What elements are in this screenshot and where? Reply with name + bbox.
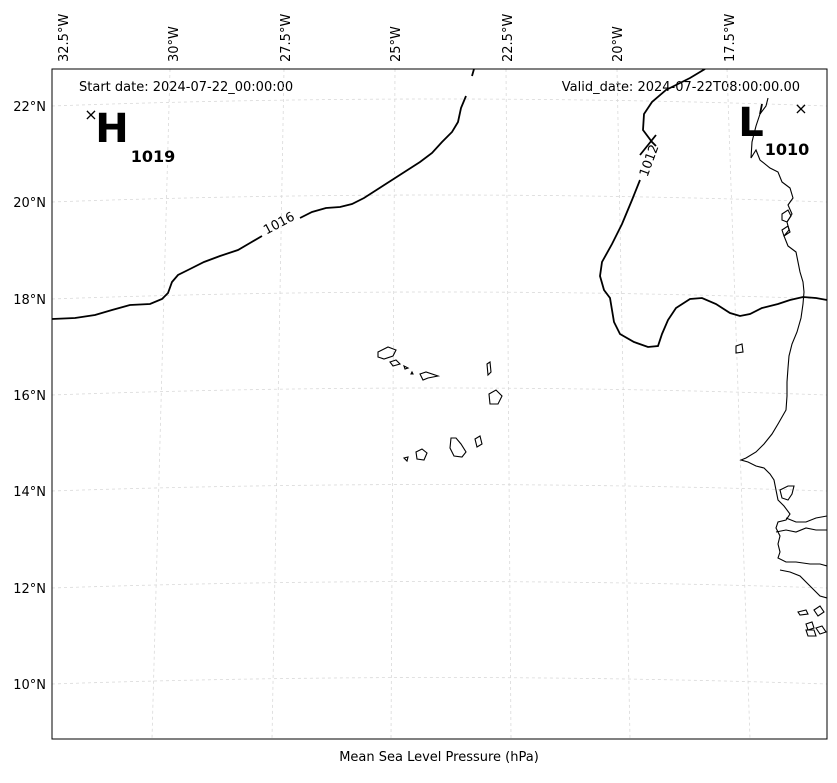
- lat-tick-label: 20°N: [13, 196, 46, 211]
- island-sao-nicolau: [419, 371, 441, 381]
- low-center-marker: ×: [794, 99, 807, 118]
- island-santiago: [449, 437, 467, 458]
- lon-tick-label: 25°W: [389, 26, 404, 62]
- island-sao-vicente: [389, 359, 402, 367]
- map-frame: [51, 68, 828, 740]
- island-brava: [402, 456, 409, 463]
- bijagos-islands: [797, 605, 827, 637]
- island-santo-antao: [377, 346, 397, 360]
- lon-tick-label: 22.5°W: [501, 14, 516, 62]
- isobar-1016-label: 1016: [261, 210, 297, 239]
- latitude-tick-labels: 22°N 20°N 18°N 16°N 14°N 12°N 10°N: [13, 100, 46, 693]
- isobar-1012: [471, 69, 827, 348]
- valid-date-label: Valid_date: 2024-07-22T08:00:00.00: [562, 80, 800, 95]
- low-pressure-value: 1010: [765, 140, 810, 159]
- island-maio: [474, 435, 483, 448]
- lat-tick-label: 18°N: [13, 293, 46, 308]
- island-sal: [486, 361, 492, 377]
- high-pressure-value: 1019: [131, 147, 176, 166]
- low-pressure-letter: L: [738, 100, 764, 146]
- isobar-1016: [52, 95, 467, 320]
- lon-tick-label: 27.5°W: [279, 14, 294, 62]
- longitude-tick-labels: 32.5°W 30°W 27.5°W 25°W 22.5°W 20°W 17.5…: [57, 14, 738, 62]
- gambia-river: [775, 527, 827, 533]
- high-center-marker: ×: [84, 105, 97, 124]
- high-pressure-letter: H: [95, 106, 128, 152]
- island-santa-luzia: [403, 364, 410, 370]
- lon-tick-label: 30°W: [167, 26, 182, 62]
- latitude-gridlines: [52, 98, 827, 685]
- guinea-bissau-coast: [779, 569, 827, 599]
- lon-tick-label: 32.5°W: [57, 14, 72, 62]
- isobar-1012-north-segment: [759, 103, 763, 115]
- island-ilheu: [410, 370, 414, 375]
- africa-coastline: [739, 97, 827, 567]
- cape-verde-islands: [377, 346, 503, 463]
- isobar-1012-label: 1012: [637, 143, 662, 179]
- lon-tick-label: 20°W: [611, 26, 626, 62]
- lat-tick-label: 12°N: [13, 582, 46, 597]
- lat-tick-label: 10°N: [13, 678, 46, 693]
- map-plot-area: [52, 69, 827, 739]
- banc-arguin-islands: [781, 209, 792, 237]
- coastal-outline-fragment: [735, 343, 744, 354]
- longitude-gridlines: [52, 69, 751, 739]
- lat-tick-label: 16°N: [13, 389, 46, 404]
- lat-tick-label: 14°N: [13, 485, 46, 500]
- lat-tick-label: 22°N: [13, 100, 46, 115]
- senegal-coast-detail: [779, 485, 827, 523]
- island-boa-vista: [488, 389, 503, 405]
- map-caption: Mean Sea Level Pressure (hPa): [339, 750, 539, 765]
- island-fogo: [415, 448, 428, 461]
- start-date-label: Start date: 2024-07-22_00:00:00: [79, 80, 293, 95]
- lon-tick-label: 17.5°W: [723, 14, 738, 62]
